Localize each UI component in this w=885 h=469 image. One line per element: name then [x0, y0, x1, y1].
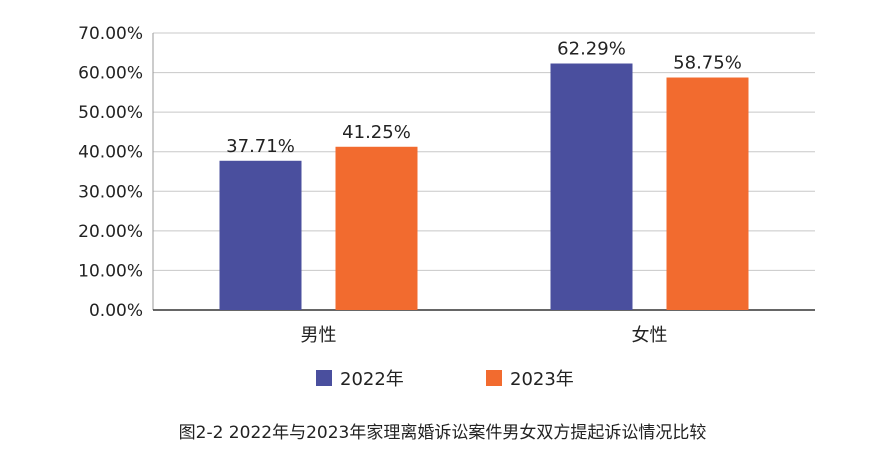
x-category-label: 女性: [632, 325, 668, 346]
bar: [335, 146, 418, 310]
legend: 2022年 2023年: [316, 369, 574, 390]
figure-caption: 图2-2 2022年与2023年家理离婚诉讼案件男女双方提起诉讼情况比较: [178, 423, 707, 443]
legend-swatch: [316, 370, 332, 386]
bar: [550, 63, 633, 311]
y-tick-label: 10.00%: [78, 261, 143, 281]
data-labels: 37.71% 41.25% 62.29% 58.75%: [226, 39, 742, 157]
x-category-label: 男性: [301, 325, 337, 346]
y-tick-label: 60.00%: [78, 64, 143, 84]
bar: [219, 160, 302, 310]
y-tick-label: 50.00%: [78, 103, 143, 123]
data-label: 41.25%: [342, 122, 411, 143]
y-tick-label: 0.00%: [89, 301, 143, 321]
data-label: 58.75%: [673, 53, 742, 74]
data-label: 37.71%: [226, 136, 295, 157]
bar-chart: 0.00% 10.00% 20.00% 30.00% 40.00% 50.00% 60.00…: [78, 24, 815, 390]
y-axis-ticks: 0.00% 10.00% 20.00% 30.00% 40.00% 50.00% 60.00…: [78, 24, 143, 321]
y-tick-label: 20.00%: [78, 222, 143, 242]
legend-label: 2022年: [340, 369, 404, 390]
x-axis-categories: 男性 女性: [301, 325, 668, 346]
y-tick-label: 70.00%: [78, 24, 143, 44]
y-tick-label: 40.00%: [78, 143, 143, 163]
y-tick-label: 30.00%: [78, 182, 143, 202]
data-label: 62.29%: [557, 39, 626, 60]
bar: [666, 77, 749, 311]
legend-swatch: [486, 370, 502, 386]
bars: [219, 63, 749, 311]
legend-label: 2023年: [510, 369, 574, 390]
